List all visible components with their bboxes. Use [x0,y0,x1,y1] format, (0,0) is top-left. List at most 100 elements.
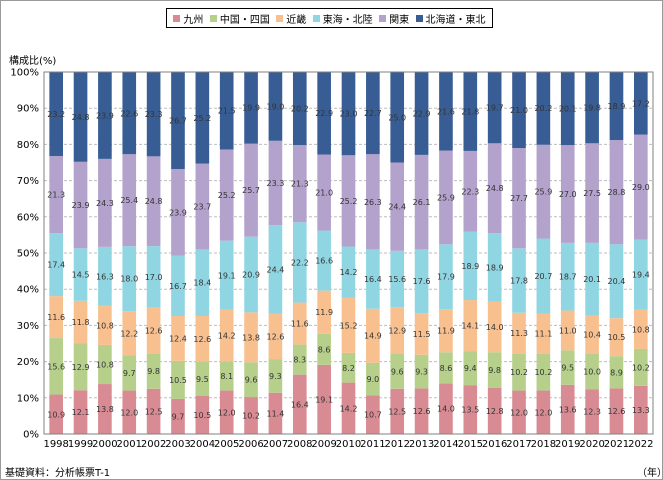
data-label: 27.0 [559,190,577,199]
data-label: 12.1 [72,408,90,417]
bar-segment [341,72,356,156]
bar-segment [487,387,502,434]
data-label: 8.6 [318,345,331,354]
data-label: 12.3 [583,408,601,417]
data-label: 16.4 [291,400,309,409]
data-label: 12.6 [145,326,163,335]
bar-segment [609,318,624,357]
bar-segment [366,395,380,434]
bar-segment [122,390,137,434]
data-label: 21.6 [437,107,455,116]
bar-segment [390,72,405,163]
bar-segment [414,154,429,250]
data-label: 13.8 [96,405,114,414]
data-label: 18.9 [461,262,479,271]
data-label: 14.2 [340,404,358,413]
bar-segment [49,155,64,234]
bar-segment [219,71,234,150]
bar-segment [633,348,648,386]
y-axis-title: 構成比(%) [9,56,57,67]
bar-segment [195,163,210,250]
y-tick-label: 30% [17,321,39,332]
data-label: 10.8 [96,321,114,330]
bar-segment [219,309,234,362]
data-label: 17.0 [145,273,163,282]
bar-segment [366,362,380,396]
bar-segment [633,239,648,310]
bar-segment [171,315,185,361]
data-label: 25.2 [218,191,236,200]
data-label: 25.7 [242,186,260,195]
bar-segment [292,145,307,223]
x-tick-label: 2021 [604,439,629,450]
bar-segment [49,296,64,339]
bar-segment [171,398,185,434]
data-label: 12.8 [486,407,504,416]
bar-segment [560,310,575,351]
data-label: 10.0 [583,367,601,376]
bar-segment [487,301,502,353]
x-tick-label: 2017 [506,439,531,450]
data-label: 20.1 [559,105,577,114]
x-tick-label: 2010 [336,439,361,450]
data-label: 23.9 [72,201,90,210]
bar-segment [98,305,112,345]
bar-segment [341,352,356,383]
data-label: 16.7 [169,282,187,291]
y-tick-label: 10% [17,393,39,404]
data-label: 11.3 [510,329,528,338]
data-label: 21.5 [218,107,236,116]
data-label: 9.6 [391,367,404,376]
data-label: 11.1 [534,330,552,339]
bar-segment [195,249,210,316]
bar-segment [536,313,551,354]
data-label: 10.2 [510,368,528,377]
data-label: 12.0 [534,408,552,417]
bar-segment [98,344,112,385]
x-tick-label: 2009 [311,439,336,450]
data-label: 25.2 [340,197,358,206]
bar-segment [512,353,526,391]
x-tick-label: 2005 [214,439,239,450]
data-label: 16.3 [96,272,114,281]
data-label: 16.4 [364,275,382,284]
data-label: 11.0 [559,326,577,335]
bar-segment [560,72,575,146]
bar-segment [146,156,161,247]
data-label: 9.5 [196,375,209,384]
data-label: 20.2 [534,104,552,113]
bar-segment [244,397,258,434]
data-label: 22.6 [120,109,138,118]
data-label: 12.9 [388,327,406,336]
bar-segment [390,162,405,251]
bar-segment [73,343,88,391]
bar-segment [219,240,234,310]
bar-segment [560,384,575,434]
bar-segment [633,385,648,434]
x-tick-label: 2000 [92,439,117,450]
data-label: 12.6 [608,407,626,416]
data-label: 15.6 [47,362,65,371]
y-tick-label: 100% [10,68,39,79]
data-label: 18.9 [608,102,626,111]
legend-swatch [173,14,181,22]
bar-segment [73,300,88,344]
data-label: 10.2 [534,368,552,377]
bar-segment [49,394,64,434]
data-label: 11.9 [315,308,333,317]
data-label: 25.9 [534,188,552,197]
bar-segment [171,169,185,256]
x-tick-label: 2006 [238,439,263,450]
x-tick-label: 2013 [409,439,434,450]
data-label: 8.9 [610,368,623,377]
data-label: 13.6 [559,405,577,414]
bar-segment [146,246,161,308]
data-label: 24.8 [72,113,90,122]
bar-segment [366,249,380,309]
data-label: 11.6 [291,320,309,329]
data-label: 14.0 [486,323,504,332]
data-label: 17.2 [632,99,650,108]
data-label: 29.0 [632,183,650,192]
legend-swatch [312,14,320,22]
bar-segment [512,148,526,249]
